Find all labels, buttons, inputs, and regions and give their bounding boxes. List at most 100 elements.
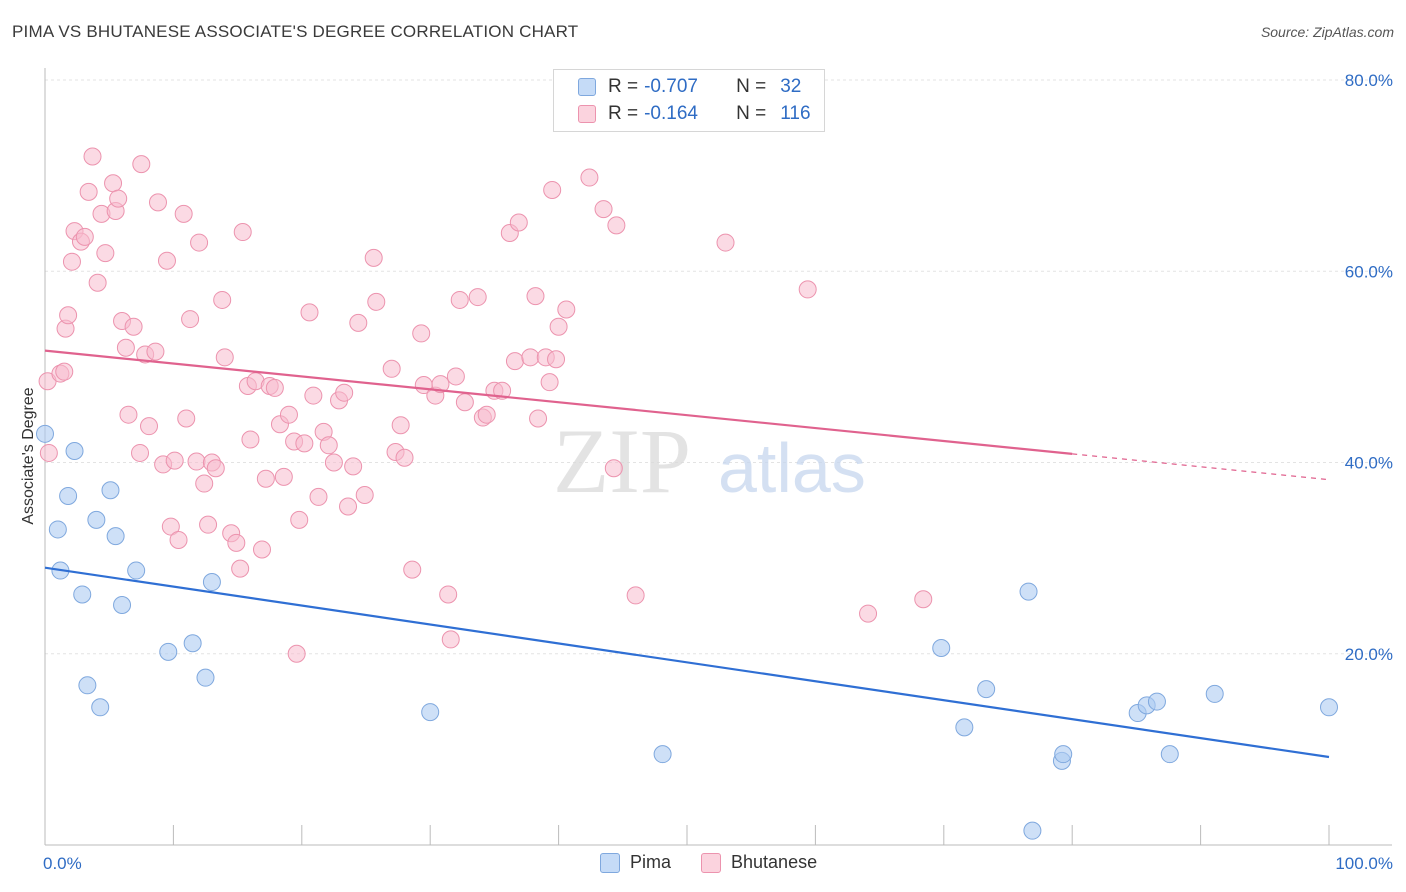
bhutanese-point bbox=[594, 200, 613, 219]
bhutanese-point bbox=[279, 405, 298, 424]
chart-title: PIMA VS BHUTANESE ASSOCIATE'S DEGREE COR… bbox=[12, 22, 579, 41]
bhutanese-point bbox=[543, 180, 562, 199]
pima-point bbox=[91, 698, 110, 717]
y-tick-label: 60.0% bbox=[1345, 262, 1393, 281]
pima-point bbox=[1023, 821, 1042, 840]
bhutanese-point bbox=[798, 280, 817, 299]
bhutanese-point bbox=[55, 362, 74, 381]
bhutanese-point bbox=[412, 324, 431, 343]
watermark: ZIP atlas bbox=[553, 410, 866, 512]
pima-point bbox=[1160, 745, 1179, 764]
bhutanese-point bbox=[157, 251, 176, 270]
bhutanese-point bbox=[344, 457, 363, 476]
legend-n-value: 116 bbox=[780, 103, 811, 124]
bhutanese-point bbox=[382, 359, 401, 378]
series-label-bhutanese: Bhutanese bbox=[731, 852, 818, 872]
legend-r-label: R = bbox=[608, 76, 639, 97]
bhutanese-point bbox=[349, 313, 368, 332]
bhutanese-point bbox=[177, 409, 196, 428]
bhutanese-point bbox=[335, 383, 354, 402]
bhutanese-point bbox=[109, 189, 128, 208]
series-legend-bhutanese[interactable]: Bhutanese bbox=[701, 852, 817, 873]
legend-row-bhutanese: R = -0.164 N = 116 bbox=[578, 103, 811, 125]
bhutanese-point bbox=[477, 405, 496, 424]
bhutanese-point bbox=[231, 559, 250, 578]
bhutanese-point bbox=[227, 533, 246, 552]
bhutanese-point bbox=[62, 252, 81, 271]
pima-point bbox=[65, 442, 84, 461]
bhutanese-point bbox=[355, 486, 374, 505]
pima-point bbox=[113, 595, 132, 614]
bhutanese-point bbox=[215, 348, 234, 367]
bhutanese-point bbox=[455, 393, 474, 412]
pima-point bbox=[48, 520, 67, 539]
bhutanese-point bbox=[450, 290, 469, 309]
series-legend: Pima Bhutanese bbox=[600, 852, 847, 873]
bhutanese-trend-extension bbox=[1072, 453, 1330, 481]
legend-swatch-bhutanese bbox=[578, 105, 596, 123]
legend-r-value: -0.164 bbox=[644, 103, 698, 124]
bhutanese-point bbox=[290, 510, 309, 529]
pima-point bbox=[36, 424, 54, 443]
bhutanese-point bbox=[233, 223, 252, 242]
pima-point bbox=[1019, 582, 1038, 601]
bhutanese-point bbox=[116, 338, 135, 357]
bhutanese-point bbox=[304, 386, 323, 405]
bhutanese-point bbox=[256, 469, 275, 488]
bhutanese-point bbox=[295, 434, 314, 453]
bhutanese-point bbox=[716, 233, 735, 252]
bhutanese-point bbox=[367, 292, 386, 311]
bhutanese-point bbox=[339, 497, 358, 516]
pima-point bbox=[653, 745, 672, 764]
pima-point bbox=[127, 561, 146, 580]
bhutanese-point bbox=[526, 287, 545, 306]
series-legend-pima[interactable]: Pima bbox=[600, 852, 671, 873]
bhutanese-point bbox=[441, 630, 460, 649]
pima-point bbox=[1054, 745, 1073, 764]
bhutanese-point bbox=[131, 443, 150, 462]
bhutanese-point bbox=[521, 348, 540, 367]
bhutanese-point bbox=[580, 168, 599, 187]
pima-point bbox=[196, 668, 215, 687]
x-tick-label: 100.0% bbox=[1335, 854, 1393, 873]
series-swatch-bhutanese bbox=[701, 852, 722, 873]
pima-point bbox=[73, 585, 92, 604]
bhutanese-point bbox=[914, 590, 933, 609]
pima-point bbox=[421, 703, 440, 722]
bhutanese-point bbox=[119, 405, 138, 424]
legend-r-value: -0.707 bbox=[644, 76, 698, 97]
watermark-zip: ZIP bbox=[553, 410, 691, 512]
bhutanese-point bbox=[439, 585, 458, 604]
tick-labels: 20.0% 40.0% 60.0% 80.0% 0.0% 100.0% bbox=[43, 71, 1393, 873]
pima-point bbox=[106, 527, 125, 546]
pima-point bbox=[87, 510, 106, 529]
bhutanese-point bbox=[395, 448, 414, 467]
bhutanese-point bbox=[104, 174, 123, 193]
y-axis-label: Associate's Degree bbox=[20, 387, 37, 524]
bhutanese-point bbox=[181, 310, 200, 329]
bhutanese-point bbox=[148, 193, 167, 212]
bhutanese-point bbox=[287, 644, 306, 663]
bhutanese-point bbox=[364, 248, 383, 267]
bhutanese-point bbox=[83, 147, 102, 166]
watermark-atlas: atlas bbox=[718, 429, 866, 507]
bhutanese-point bbox=[391, 416, 410, 435]
bhutanese-point bbox=[96, 244, 115, 263]
x-tick-label: 0.0% bbox=[43, 854, 82, 873]
bhutanese-point bbox=[39, 443, 58, 462]
pima-point bbox=[202, 573, 221, 592]
bhutanese-point bbox=[309, 487, 328, 506]
series-swatch-pima bbox=[600, 852, 620, 873]
pima-point bbox=[1320, 698, 1338, 717]
bhutanese-point bbox=[509, 213, 528, 232]
bhutanese-point bbox=[446, 367, 465, 386]
legend-n-value: 32 bbox=[780, 76, 802, 97]
bhutanese-point bbox=[265, 378, 284, 397]
bhutanese-point bbox=[604, 459, 623, 478]
bhutanese-point bbox=[549, 317, 568, 336]
correlation-legend: R = -0.707 N = 32 R = -0.164 N = 116 bbox=[553, 69, 825, 132]
bhutanese-point bbox=[169, 530, 188, 549]
bhutanese-point bbox=[59, 306, 78, 325]
bhutanese-point bbox=[165, 451, 184, 470]
bhutanese-point bbox=[540, 373, 559, 392]
